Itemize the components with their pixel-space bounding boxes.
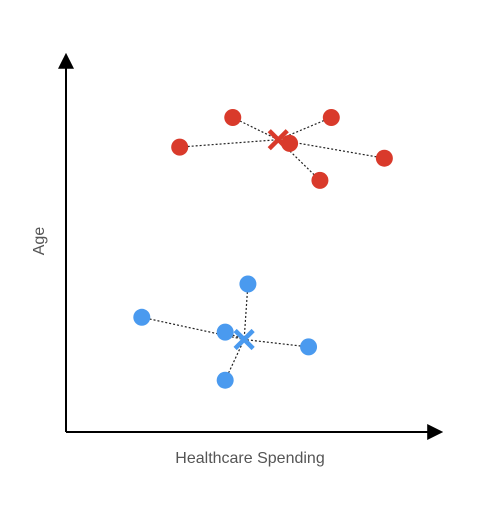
data-point: [239, 275, 257, 293]
connector-line: [278, 116, 332, 141]
centroid-stroke: [267, 129, 289, 151]
data-point: [224, 109, 242, 126]
connector-line: [141, 316, 245, 341]
data-point: [171, 138, 189, 156]
centroid-stroke: [233, 328, 255, 351]
data-point: [322, 109, 340, 126]
data-point: [133, 308, 151, 326]
data-point: [375, 149, 393, 167]
data-point: [216, 371, 234, 389]
connector-line: [244, 338, 309, 348]
data-point: [300, 338, 318, 356]
x-axis-label: Healthcare Spending: [175, 450, 324, 467]
cluster-marks: [133, 109, 393, 389]
connector-line: [243, 283, 249, 340]
connector-line: [179, 139, 279, 148]
data-point: [311, 171, 329, 189]
centroid-marker: [267, 129, 289, 151]
connector-line: [224, 339, 245, 381]
data-point: [216, 323, 234, 341]
y-axis-label: Age: [31, 227, 48, 256]
centroid-marker: [233, 328, 255, 351]
